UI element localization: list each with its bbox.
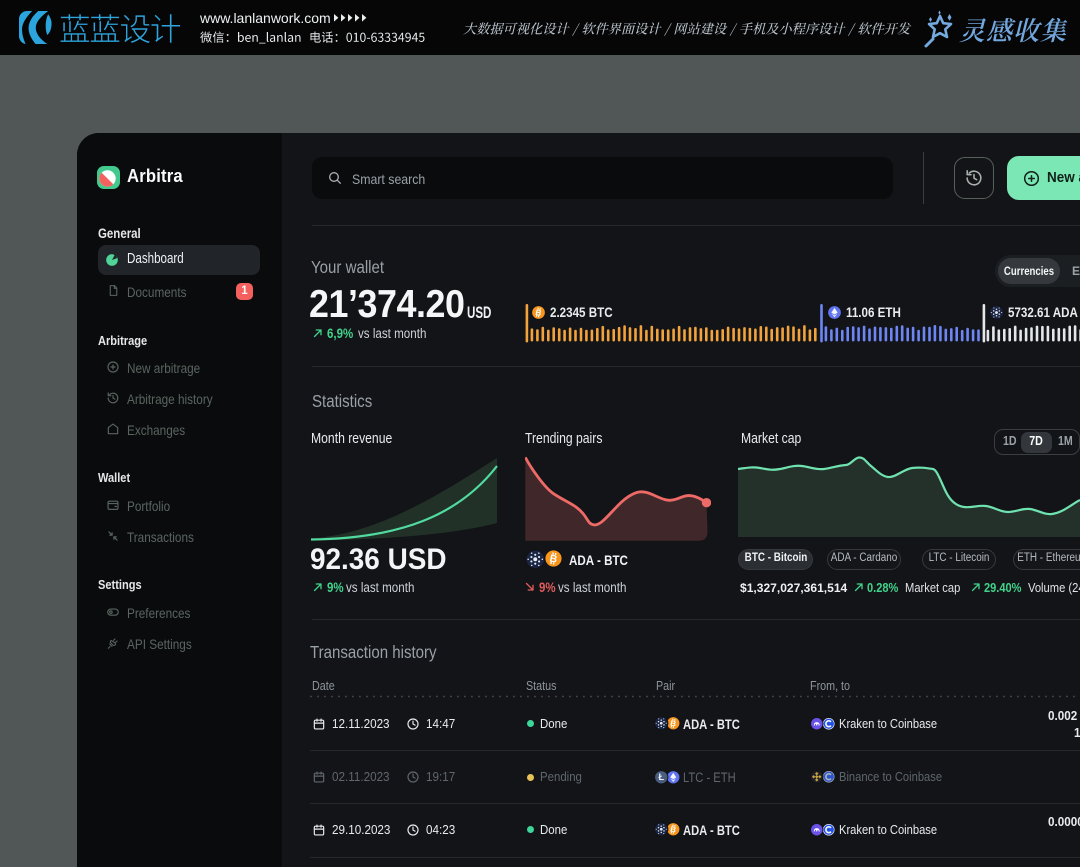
svg-text:B: B [669, 719, 677, 729]
svg-text:B: B [669, 825, 677, 835]
svg-text:B: B [535, 308, 543, 318]
svg-text:B: B [548, 553, 558, 565]
svg-text:Ł: Ł [658, 772, 664, 782]
